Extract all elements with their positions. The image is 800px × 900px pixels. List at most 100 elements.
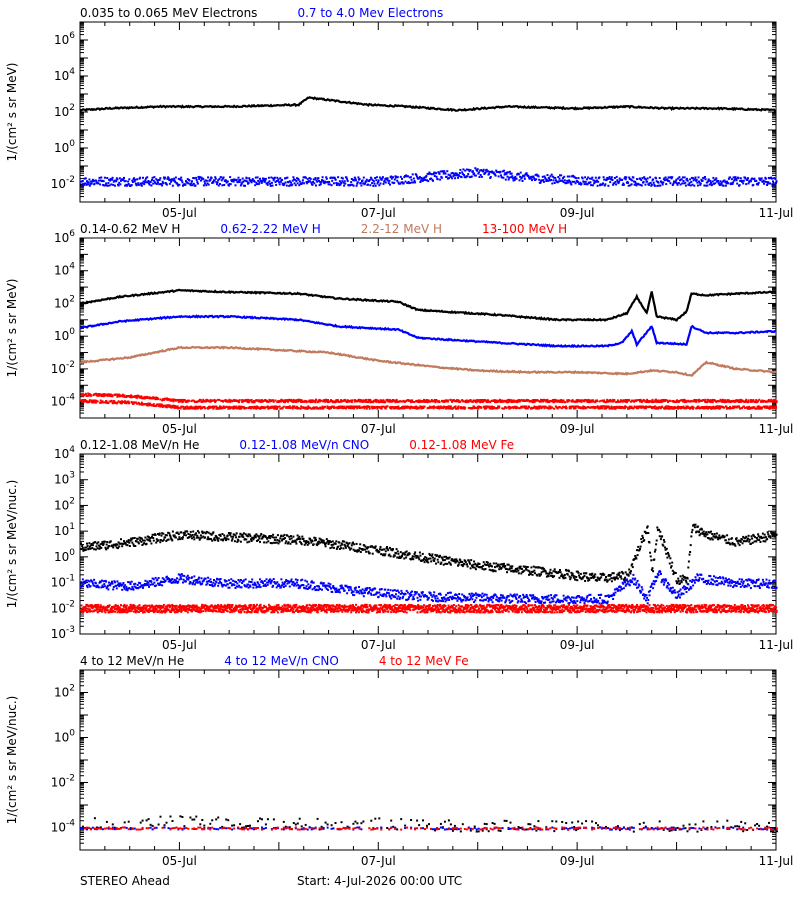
data-point <box>707 399 710 402</box>
data-point <box>449 562 452 565</box>
data-point <box>125 396 128 399</box>
data-point <box>121 545 124 548</box>
data-point <box>453 558 456 561</box>
data-point <box>151 176 154 179</box>
data-point <box>487 400 490 403</box>
data-point <box>131 537 134 540</box>
data-point <box>535 178 538 181</box>
data-point <box>151 404 153 407</box>
data-point <box>212 399 215 402</box>
data-point <box>511 399 514 402</box>
data-point <box>177 400 180 403</box>
data-point <box>612 407 615 410</box>
data-point <box>228 183 231 185</box>
data-point <box>146 395 149 398</box>
data-point <box>587 406 590 408</box>
data-point <box>546 406 549 409</box>
data-point <box>91 547 94 549</box>
data-point <box>208 407 211 410</box>
data-point <box>199 405 202 408</box>
data-point <box>608 176 611 178</box>
data-point <box>593 182 596 185</box>
data-point <box>476 169 479 172</box>
data-point <box>342 181 345 184</box>
data-point <box>397 405 400 408</box>
data-point <box>482 170 485 173</box>
data-point <box>657 181 660 184</box>
data-point <box>198 177 201 180</box>
data-point <box>610 178 613 181</box>
data-point <box>230 406 233 409</box>
data-point <box>295 400 298 403</box>
data-point <box>633 400 635 403</box>
data-point <box>362 400 365 403</box>
data-point <box>507 405 510 408</box>
data-point <box>555 406 558 409</box>
data-point <box>244 407 247 410</box>
data-point <box>417 400 420 403</box>
data-point <box>368 179 371 181</box>
data-point <box>404 180 407 183</box>
data-point <box>679 183 682 186</box>
data-point <box>174 536 177 539</box>
data-point <box>266 405 269 408</box>
data-point <box>152 182 155 185</box>
data-point <box>324 543 326 546</box>
data-point <box>87 183 90 186</box>
data-point <box>737 177 740 180</box>
data-point <box>667 400 669 403</box>
data-point <box>420 407 423 410</box>
data-point <box>554 179 557 182</box>
data-point <box>399 175 402 178</box>
data-point <box>476 563 479 566</box>
data-point <box>153 176 156 179</box>
data-point <box>414 181 417 184</box>
data-point <box>247 398 249 401</box>
data-point <box>209 178 212 181</box>
data-point <box>234 184 237 187</box>
data-point <box>560 174 563 177</box>
data-point <box>400 556 403 559</box>
data-point <box>229 400 232 403</box>
data-point <box>95 545 98 548</box>
data-point <box>140 401 143 404</box>
data-point <box>535 406 538 409</box>
data-point <box>514 567 517 570</box>
data-point <box>427 561 430 564</box>
data-point <box>489 401 492 404</box>
data-point <box>590 184 593 187</box>
data-point <box>109 179 112 182</box>
data-point <box>85 394 88 397</box>
data-point <box>233 405 236 408</box>
data-point <box>628 176 631 179</box>
data-point <box>349 407 352 410</box>
data-point <box>454 561 457 564</box>
data-point <box>222 176 225 179</box>
data-point <box>482 168 485 171</box>
data-point <box>504 400 507 402</box>
data-point <box>83 177 86 180</box>
data-point <box>684 406 687 409</box>
data-point <box>513 176 516 179</box>
data-point <box>488 172 491 175</box>
data-point <box>757 400 760 403</box>
data-point <box>276 179 279 182</box>
data-point <box>642 406 644 409</box>
data-point <box>508 407 511 410</box>
data-point <box>598 400 601 403</box>
data-point <box>375 406 378 409</box>
data-point <box>340 182 343 184</box>
data-point <box>431 405 434 408</box>
data-point <box>335 540 338 543</box>
data-point <box>206 182 209 185</box>
data-point <box>273 539 276 541</box>
data-point <box>458 172 461 174</box>
data-point <box>96 400 99 403</box>
data-point <box>329 547 332 550</box>
data-point <box>321 405 324 408</box>
data-point <box>241 533 244 536</box>
data-point <box>273 405 276 408</box>
data-point <box>576 181 579 183</box>
data-point <box>285 400 288 403</box>
data-point <box>329 400 332 403</box>
